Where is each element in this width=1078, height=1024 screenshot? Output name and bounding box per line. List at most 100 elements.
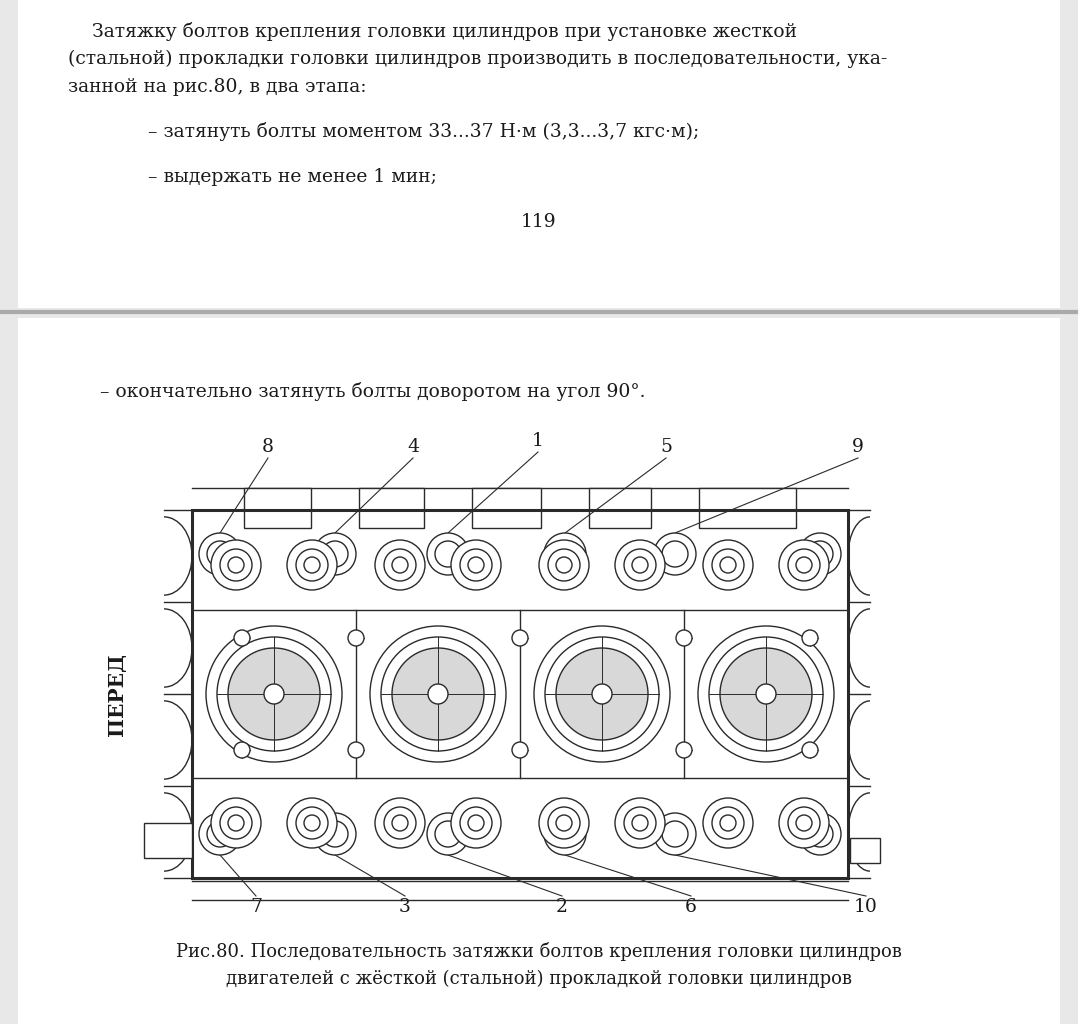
Text: 9: 9 bbox=[852, 438, 863, 456]
Circle shape bbox=[370, 626, 506, 762]
Circle shape bbox=[592, 684, 612, 705]
Bar bbox=[18, 318, 1060, 1024]
Circle shape bbox=[556, 648, 648, 740]
Bar bbox=[244, 488, 310, 528]
Circle shape bbox=[234, 742, 250, 758]
Circle shape bbox=[229, 815, 244, 831]
Text: Рис.80. Последовательность затяжки болтов крепления головки цилиндров: Рис.80. Последовательность затяжки болто… bbox=[176, 942, 902, 961]
Text: 5: 5 bbox=[660, 438, 672, 456]
Circle shape bbox=[807, 541, 833, 567]
Circle shape bbox=[544, 813, 586, 855]
Circle shape bbox=[616, 540, 665, 590]
Circle shape bbox=[220, 807, 252, 839]
Circle shape bbox=[264, 684, 284, 705]
Circle shape bbox=[539, 540, 589, 590]
Circle shape bbox=[802, 742, 818, 758]
Circle shape bbox=[296, 807, 328, 839]
Circle shape bbox=[720, 648, 812, 740]
Circle shape bbox=[211, 540, 261, 590]
Circle shape bbox=[314, 813, 356, 855]
Circle shape bbox=[788, 807, 820, 839]
Circle shape bbox=[451, 540, 501, 590]
Circle shape bbox=[548, 549, 580, 581]
Bar bbox=[589, 488, 651, 528]
Circle shape bbox=[632, 557, 648, 573]
Text: 7: 7 bbox=[250, 898, 262, 916]
Circle shape bbox=[314, 534, 356, 575]
Circle shape bbox=[556, 557, 572, 573]
Circle shape bbox=[624, 549, 657, 581]
Circle shape bbox=[632, 815, 648, 831]
Circle shape bbox=[676, 742, 692, 758]
Text: 8: 8 bbox=[262, 438, 274, 456]
Circle shape bbox=[296, 549, 328, 581]
Circle shape bbox=[436, 821, 461, 847]
Circle shape bbox=[552, 541, 578, 567]
Bar bbox=[359, 488, 424, 528]
Circle shape bbox=[384, 807, 416, 839]
Circle shape bbox=[348, 742, 364, 758]
Text: – окончательно затянуть болты доворотом на угол 90°.: – окончательно затянуть болты доворотом … bbox=[100, 382, 646, 401]
Circle shape bbox=[756, 684, 776, 705]
Text: – затянуть болты моментом 33...37 Н·м (3,3...3,7 кгс·м);: – затянуть болты моментом 33...37 Н·м (3… bbox=[148, 122, 700, 141]
Circle shape bbox=[199, 534, 241, 575]
Circle shape bbox=[807, 821, 833, 847]
Circle shape bbox=[654, 534, 696, 575]
Circle shape bbox=[512, 630, 528, 646]
Circle shape bbox=[428, 684, 448, 705]
Circle shape bbox=[779, 798, 829, 848]
Circle shape bbox=[552, 821, 578, 847]
Circle shape bbox=[206, 626, 342, 762]
Circle shape bbox=[436, 541, 461, 567]
Circle shape bbox=[544, 534, 586, 575]
Text: занной на рис.80, в два этапа:: занной на рис.80, в два этапа: bbox=[68, 78, 367, 96]
Circle shape bbox=[211, 798, 261, 848]
Text: 3: 3 bbox=[399, 898, 411, 916]
Text: 119: 119 bbox=[521, 213, 557, 231]
Text: ПЕРЕД: ПЕРЕД bbox=[107, 652, 127, 735]
Circle shape bbox=[697, 626, 834, 762]
Circle shape bbox=[304, 557, 320, 573]
Circle shape bbox=[207, 821, 233, 847]
Circle shape bbox=[375, 798, 425, 848]
Circle shape bbox=[381, 637, 495, 751]
Circle shape bbox=[720, 557, 736, 573]
Bar bbox=[18, 0, 1060, 308]
Circle shape bbox=[616, 798, 665, 848]
Circle shape bbox=[788, 549, 820, 581]
Circle shape bbox=[534, 626, 671, 762]
Circle shape bbox=[799, 534, 841, 575]
Text: 1: 1 bbox=[533, 432, 544, 450]
Text: 6: 6 bbox=[685, 898, 697, 916]
Circle shape bbox=[384, 549, 416, 581]
Circle shape bbox=[460, 807, 492, 839]
Bar bbox=[849, 838, 880, 863]
Circle shape bbox=[799, 813, 841, 855]
Circle shape bbox=[322, 541, 348, 567]
Circle shape bbox=[217, 637, 331, 751]
Circle shape bbox=[539, 798, 589, 848]
Bar bbox=[472, 488, 541, 528]
Text: двигателей с жёсткой (стальной) прокладкой головки цилиндров: двигателей с жёсткой (стальной) прокладк… bbox=[226, 970, 852, 988]
Bar bbox=[192, 510, 848, 878]
Bar bbox=[192, 510, 848, 878]
Circle shape bbox=[548, 807, 580, 839]
Circle shape bbox=[304, 815, 320, 831]
Circle shape bbox=[796, 815, 812, 831]
Bar bbox=[144, 823, 192, 858]
Circle shape bbox=[451, 798, 501, 848]
Text: 2: 2 bbox=[556, 898, 568, 916]
Circle shape bbox=[802, 630, 818, 646]
Circle shape bbox=[711, 807, 744, 839]
Circle shape bbox=[468, 557, 484, 573]
Circle shape bbox=[703, 798, 754, 848]
Circle shape bbox=[720, 815, 736, 831]
Text: (стальной) прокладки головки цилиндров производить в последовательности, ука-: (стальной) прокладки головки цилиндров п… bbox=[68, 50, 887, 69]
Circle shape bbox=[662, 821, 688, 847]
Circle shape bbox=[287, 540, 337, 590]
Circle shape bbox=[348, 630, 364, 646]
Circle shape bbox=[556, 815, 572, 831]
Circle shape bbox=[392, 557, 407, 573]
Circle shape bbox=[229, 648, 320, 740]
Text: 4: 4 bbox=[407, 438, 419, 456]
